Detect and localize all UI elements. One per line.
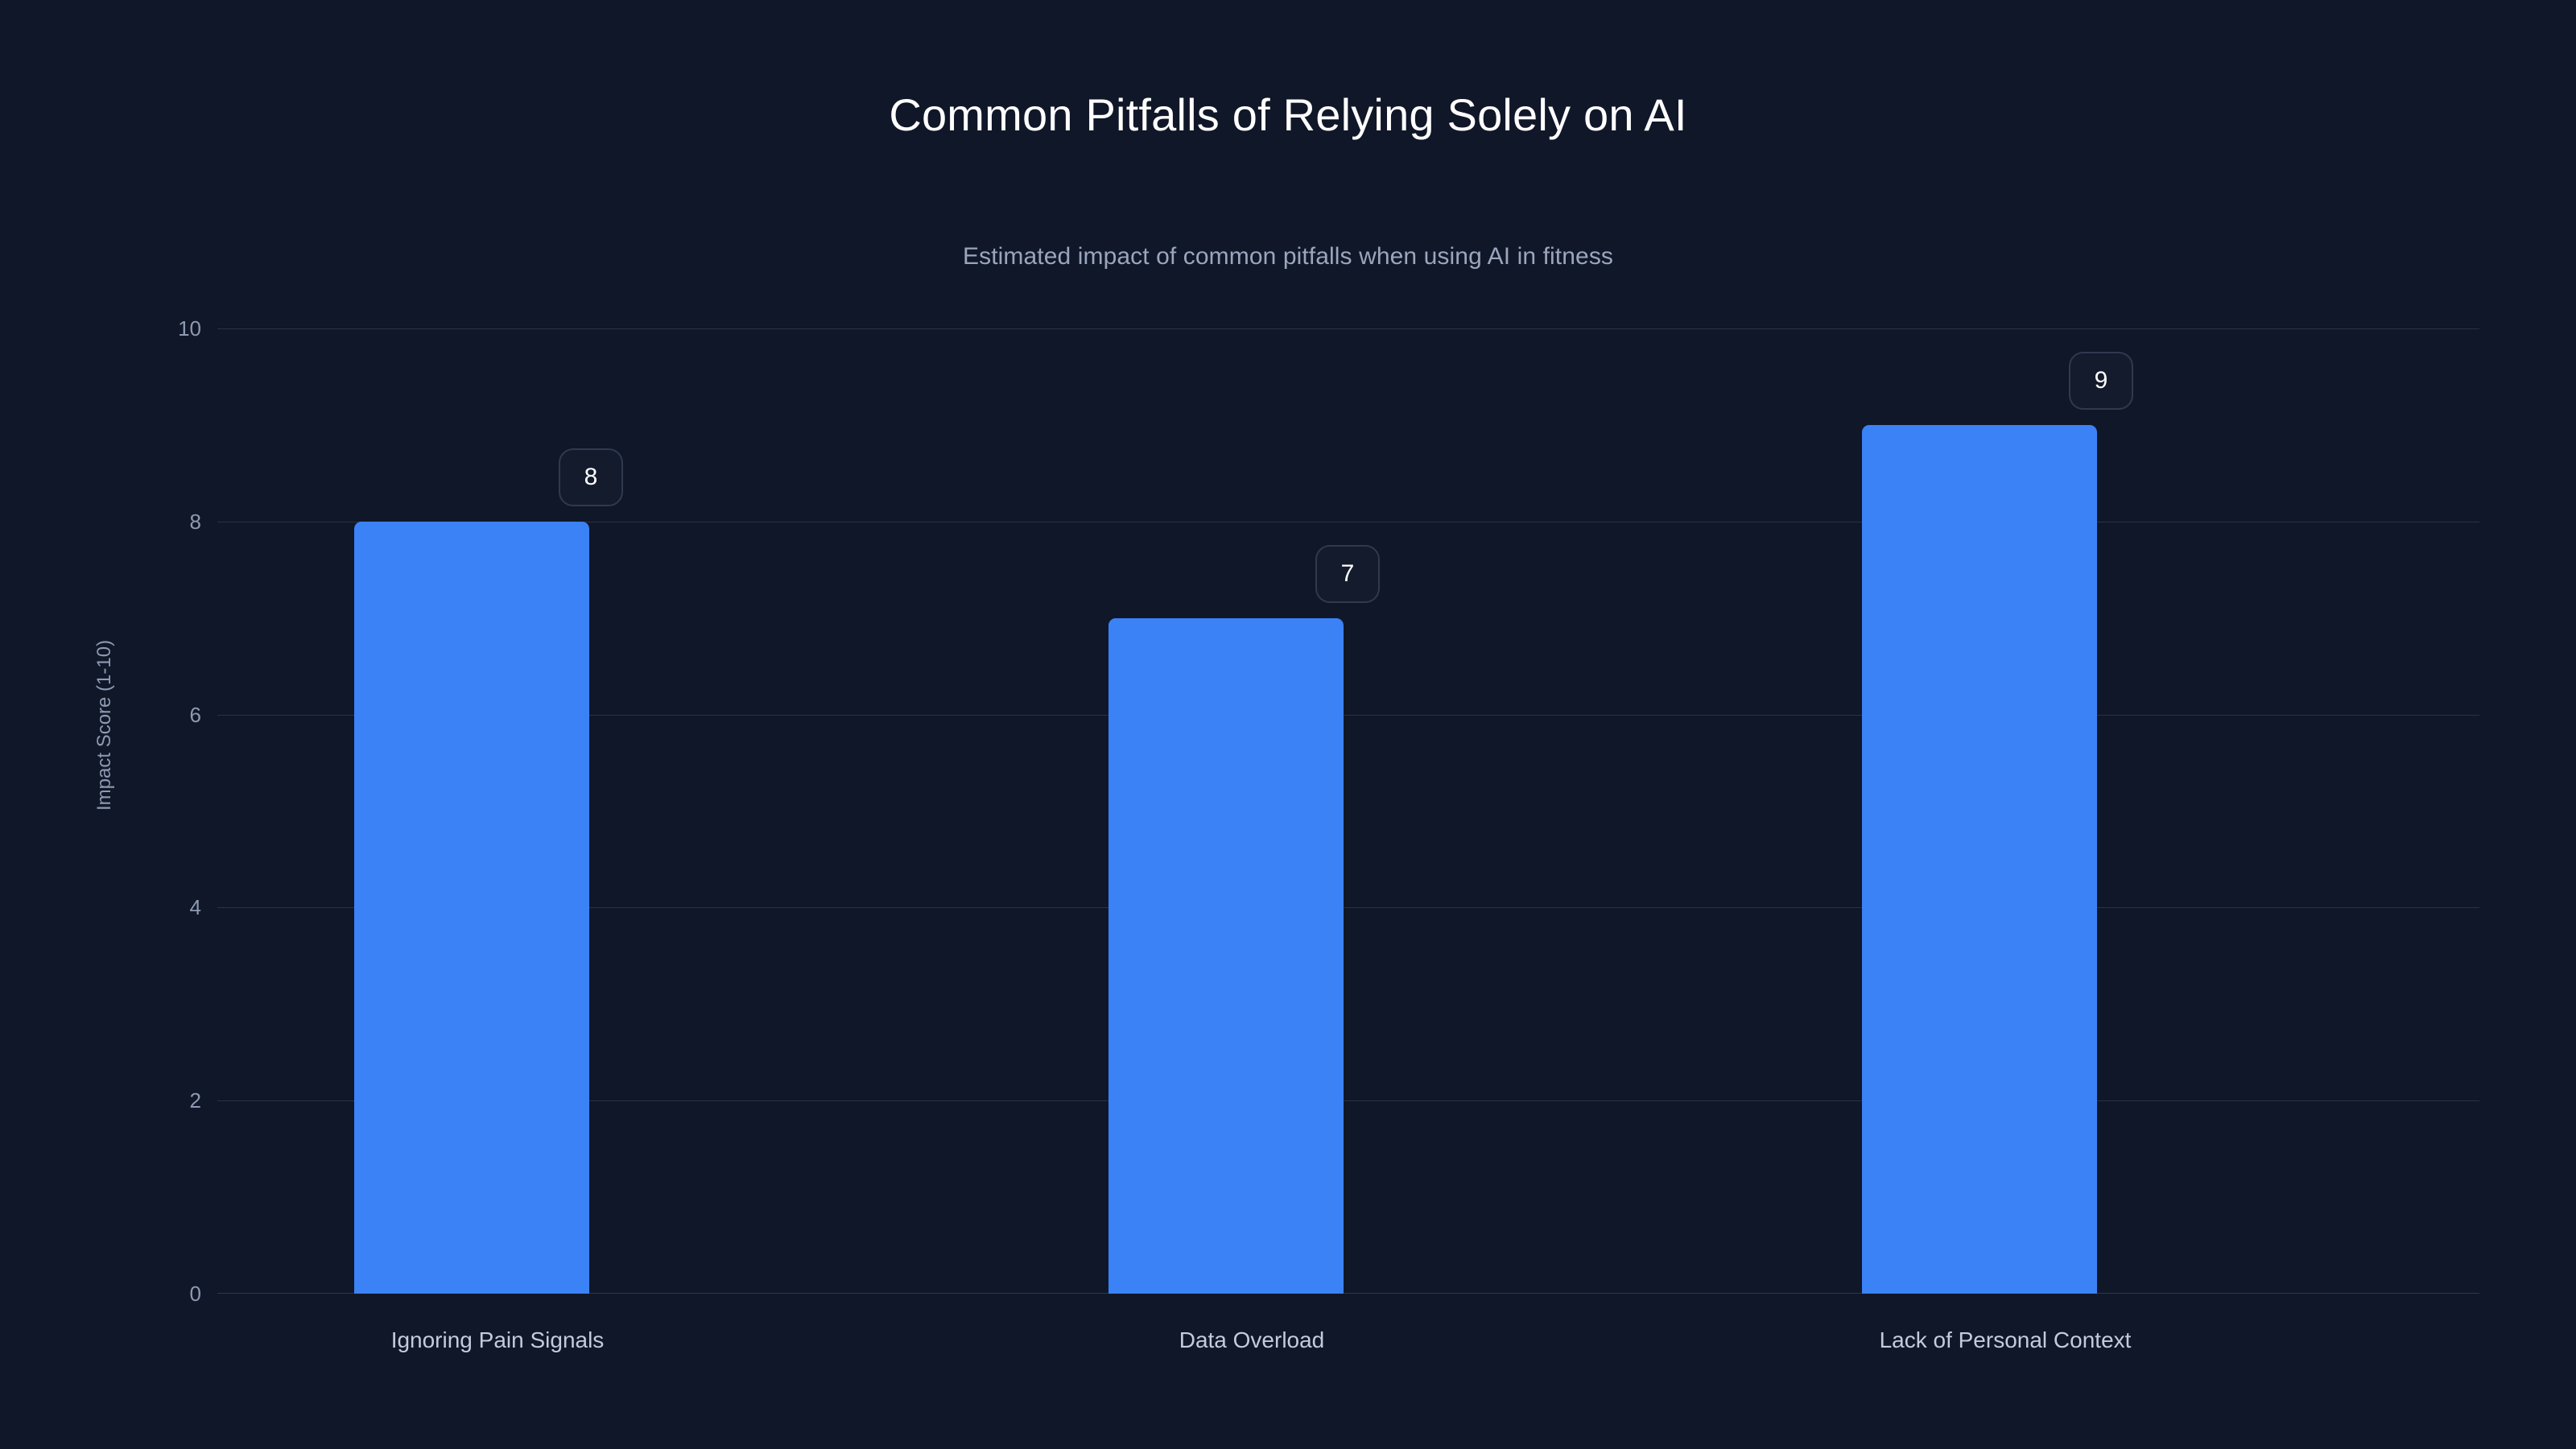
y-tick-label: 6 <box>189 703 201 727</box>
x-tick-label-data-overload: Data Overload <box>1179 1327 1325 1352</box>
gridline-baseline <box>217 1293 2479 1294</box>
y-tick-label: 0 <box>189 1282 201 1306</box>
gridline <box>217 328 2479 329</box>
bar-value-badge-data-overload: 7 <box>1315 545 1380 603</box>
chart-subtitle: Estimated impact of common pitfalls when… <box>962 243 1614 270</box>
gridline <box>217 907 2479 908</box>
y-tick-label: 4 <box>189 895 201 919</box>
bar-lack-of-personal-context[interactable] <box>1862 425 2097 1294</box>
x-tick-label-lack-of-personal-context: Lack of Personal Context <box>1879 1327 2132 1352</box>
bar-data-overload[interactable] <box>1108 618 1344 1294</box>
bar-value-badge-ignoring-pain-signals: 8 <box>559 448 623 506</box>
gridline <box>217 715 2479 716</box>
bar-value-badge-lack-of-personal-context: 9 <box>2069 352 2133 410</box>
gridline <box>217 1100 2479 1101</box>
x-tick-label-ignoring-pain-signals: Ignoring Pain Signals <box>390 1327 605 1352</box>
y-tick-label: 2 <box>189 1088 201 1113</box>
plot-area <box>217 328 2479 1294</box>
y-tick-label: 10 <box>178 316 201 341</box>
bar-ignoring-pain-signals[interactable] <box>354 522 589 1294</box>
chart-title: Common Pitfalls of Relying Solely on AI <box>889 89 1687 140</box>
y-tick-label: 8 <box>189 510 201 534</box>
